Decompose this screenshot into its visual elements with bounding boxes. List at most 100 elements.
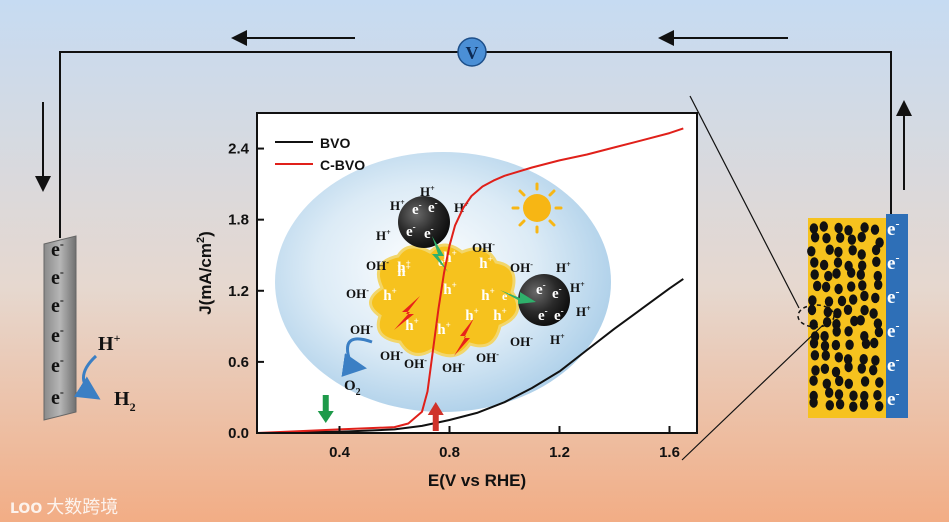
light-excitation-icon-1 xyxy=(394,296,420,330)
electron-label: e- xyxy=(552,284,562,302)
chart-curves xyxy=(256,127,684,434)
hole-label: h+ xyxy=(437,320,450,338)
iv-chart: 0.4 0.8 1.2 1.6 0.0 0.6 1.2 1.8 2.4 BVO C-BVO E(… xyxy=(195,112,698,490)
electron-label: e- xyxy=(887,216,899,240)
oxidation-arrow-icon xyxy=(341,337,373,377)
electron-label: e- xyxy=(887,318,899,342)
electron-label: e- xyxy=(51,385,64,409)
hydroxide-label: OH- xyxy=(472,240,495,255)
chart-frame xyxy=(256,112,698,434)
proton-label: H+ xyxy=(420,184,435,199)
electron-label: e- xyxy=(428,198,438,216)
x-axis-label: E(V vs RHE) xyxy=(428,471,526,490)
watermark-text: 大数跨境 xyxy=(46,497,119,518)
watermark-logo: LOO xyxy=(10,501,43,517)
proton-label: H+ xyxy=(376,228,391,243)
electron-label: e- xyxy=(536,280,546,298)
hole-label: h+ xyxy=(397,258,410,276)
electron-transfer-icon-top xyxy=(432,236,448,272)
y-tick-label: 0.0 xyxy=(228,425,249,442)
electron-label: e- xyxy=(51,265,64,289)
legend-label-cbvo: C-BVO xyxy=(320,157,365,173)
electron-label: e- xyxy=(51,293,64,317)
onset-arrow-down-icon xyxy=(317,395,334,423)
counter-electrode: e-e-e-e-e-e- H+ H2 xyxy=(43,235,136,421)
reduction-arrow-icon xyxy=(73,354,101,400)
conductive-substrate xyxy=(886,214,908,418)
onset-arrow-up-icon xyxy=(427,402,444,431)
hydroxide-label: OH- xyxy=(350,322,373,337)
carbon-dot-top xyxy=(398,196,450,248)
mechanism-illustration: h+h+h+h+ h+h+h+h+h+ h+h+ OH-OH-OH-OH-OH-OH… xyxy=(275,152,611,412)
y-axis-label: J(mA/cm2) xyxy=(195,231,215,315)
series-line-bvo xyxy=(257,278,684,434)
zoom-line-top xyxy=(689,95,800,309)
hydroxide-label: OH- xyxy=(510,334,533,349)
proton-labels: H+H+ H+H+H+H+H+H+ xyxy=(376,184,591,347)
light-excitation-icon-2 xyxy=(454,318,474,356)
electron-label: e- xyxy=(887,386,899,410)
oxygen-label: O2 xyxy=(344,378,361,398)
y-tick-label: 1.8 xyxy=(228,212,249,229)
electron-label: e- xyxy=(502,289,510,303)
proton-label: H+ xyxy=(576,304,591,319)
hydroxide-label: OH- xyxy=(476,350,499,365)
hydroxide-ions: OH-OH-OH-OH-OH-OH-OH- OH- OH-OH- xyxy=(346,240,533,375)
electron-label: e- xyxy=(887,352,899,376)
hole-label: h+ xyxy=(493,306,506,324)
series-line-c-bvo xyxy=(256,127,684,434)
hydroxide-label: OH- xyxy=(346,286,369,301)
zoom-plus-sign: + xyxy=(826,303,833,317)
legend-label-bvo: BVO xyxy=(320,135,350,151)
sun-icon xyxy=(511,182,563,234)
y-tick-label: 2.4 xyxy=(228,141,250,158)
substrate-electrons: e-e-e-e-e-e- xyxy=(887,216,899,410)
hydroxide-label: OH- xyxy=(510,260,533,275)
electron-label: e- xyxy=(887,284,899,308)
hole-label: h+ xyxy=(443,280,456,298)
electron-label: e- xyxy=(51,323,64,347)
voltmeter-label: V xyxy=(466,43,479,63)
electrode-electrons: e-e-e-e-e-e- xyxy=(51,237,64,409)
external-circuit: V xyxy=(35,30,912,238)
y-tick-label: 0.6 xyxy=(228,354,249,371)
carbon-dots xyxy=(807,221,884,412)
electron-label: e- xyxy=(412,200,422,218)
photoanode: e-e-e-e-e-e- + xyxy=(681,95,908,461)
y-tick-label: 1.2 xyxy=(228,283,249,300)
x-tick-label: 1.2 xyxy=(549,444,570,461)
proton-label: H+ xyxy=(570,280,585,295)
x-tick-label: 1.6 xyxy=(659,444,680,461)
hole-label: h+ xyxy=(397,262,410,280)
voltmeter-icon xyxy=(457,37,487,67)
hydroxide-label: OH- xyxy=(380,348,403,363)
x-tick-label: 0.4 xyxy=(329,444,351,461)
proton-label: H+ xyxy=(390,198,405,213)
electron-label: e- xyxy=(51,353,64,377)
onset-markers xyxy=(317,395,444,431)
electron-label: e- xyxy=(538,306,548,324)
hydroxide-label: OH- xyxy=(442,360,465,375)
electron-label: e- xyxy=(554,306,564,324)
electron-label: e- xyxy=(406,222,416,240)
proton-label: H+ xyxy=(550,332,565,347)
hole-label: h+ xyxy=(479,254,492,272)
carbon-dot-right xyxy=(518,274,570,326)
electron-transfer-icon-right xyxy=(500,290,536,304)
electron-label: e- xyxy=(51,237,64,261)
electron-label: e- xyxy=(887,250,899,274)
proton-label: H+ xyxy=(556,260,571,275)
hydroxide-label: OH- xyxy=(404,356,427,371)
proton-label: H+ xyxy=(98,331,121,355)
zoom-line-bottom xyxy=(681,324,824,461)
hydroxide-label: OH- xyxy=(366,258,389,273)
electron-label: e- xyxy=(424,224,434,242)
hole-label: h+ xyxy=(465,306,478,324)
watermark: LOO 大数跨境 xyxy=(10,493,118,519)
chart-legend: BVO C-BVO xyxy=(275,135,365,173)
hole-label: h+ xyxy=(405,316,418,334)
hole-label: h+ xyxy=(383,286,396,304)
bivo4-particle xyxy=(369,243,520,358)
